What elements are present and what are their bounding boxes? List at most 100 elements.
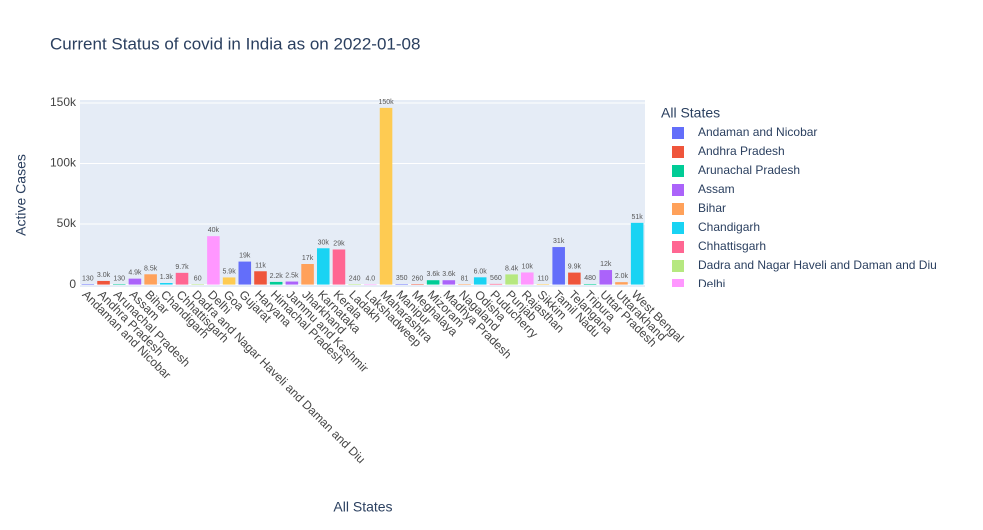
- legend-label: Dadra and Nagar Haveli and Daman and Diu: [698, 258, 937, 272]
- value-label: 110: [537, 275, 548, 282]
- legend-label: Jammu and Kashmir: [698, 372, 808, 386]
- bar: [411, 284, 424, 285]
- legend-swatch: [672, 146, 684, 158]
- bar: [285, 281, 299, 285]
- legend-swatch: [672, 260, 684, 272]
- value-label: 260: [412, 275, 424, 282]
- legend-swatch: [672, 393, 684, 405]
- value-label: 8.5k: [144, 265, 158, 272]
- value-label: 130: [113, 275, 125, 282]
- bar: [395, 284, 409, 285]
- value-label: 81: [461, 275, 469, 282]
- bar: [175, 272, 189, 285]
- bar: [316, 248, 330, 285]
- value-label: 31k: [553, 238, 565, 245]
- value-label: 350: [396, 275, 408, 282]
- legend-label: Andaman and Nicobar: [698, 125, 817, 139]
- x-axis-title: All States: [333, 499, 392, 515]
- bar: [254, 271, 267, 285]
- legend: Andaman and Nicobar Andhra Pradesh Arunach…: [672, 125, 937, 519]
- legend-swatch: [672, 298, 684, 310]
- bar: [630, 222, 644, 285]
- legend-swatch: [672, 431, 684, 443]
- legend-label: Himachal Pradesh: [698, 353, 796, 367]
- legend-swatch: [672, 450, 684, 462]
- value-label: 3.6k: [427, 271, 441, 278]
- bar: [128, 278, 142, 285]
- bar: [207, 236, 220, 285]
- bar: [222, 277, 236, 285]
- legend-label: Andhra Pradesh: [698, 144, 785, 158]
- bar: [473, 277, 487, 285]
- legend-swatch: [672, 279, 684, 287]
- bar: [301, 264, 314, 285]
- y-tick-label: 50k: [57, 216, 77, 230]
- value-label: 6.0k: [474, 268, 488, 275]
- legend-swatch: [672, 165, 684, 177]
- value-label: 2.2k: [270, 273, 284, 280]
- bar: [269, 281, 283, 285]
- bar: [505, 274, 518, 285]
- plot-area: [80, 100, 645, 287]
- legend-label: Delhi: [698, 277, 725, 291]
- legend-label: Maharashtra: [698, 486, 766, 500]
- bar: [97, 280, 110, 285]
- bar: [379, 107, 393, 285]
- legend-swatch: [672, 222, 684, 234]
- legend-swatch: [672, 507, 684, 519]
- value-label: 12k: [600, 261, 612, 268]
- bar: [112, 284, 126, 285]
- bar: [615, 282, 628, 285]
- bar: [536, 284, 550, 285]
- bar: [426, 280, 440, 285]
- value-label: 30k: [318, 239, 330, 246]
- bar: [552, 247, 565, 285]
- legend-label: Chandigarh: [698, 220, 760, 234]
- value-label: 480: [584, 275, 596, 282]
- value-label: 8.4k: [505, 265, 519, 272]
- bar: [191, 284, 204, 286]
- value-label: 3.0k: [97, 272, 111, 279]
- bar: [238, 261, 252, 285]
- bar: [599, 270, 613, 285]
- value-label: 29k: [333, 240, 345, 247]
- legend-label: Goa: [698, 296, 721, 310]
- y-tick-label: 150k: [50, 95, 77, 109]
- value-label: 51k: [632, 214, 644, 221]
- value-label: 9.9k: [568, 264, 582, 271]
- legend-label: Arunachal Pradesh: [698, 163, 800, 177]
- legend-label: Kerala: [698, 429, 733, 443]
- legend-label: Assam: [698, 182, 735, 196]
- chart-title: Current Status of covid in India as on 2…: [50, 34, 420, 53]
- legend-label: Haryana: [698, 334, 744, 348]
- bar: [160, 283, 173, 285]
- value-label: 17k: [302, 255, 314, 262]
- legend-label: Jharkhand: [698, 391, 754, 405]
- bar: [332, 249, 346, 285]
- value-label: 3.6k: [442, 271, 456, 278]
- legend-swatch: [672, 374, 684, 386]
- legend-title: All States: [661, 105, 720, 121]
- value-label: 150k: [378, 99, 394, 106]
- value-label: 4.9k: [128, 270, 142, 277]
- value-label: 240: [349, 275, 361, 282]
- value-label: 40k: [208, 227, 220, 234]
- value-label: 11k: [255, 262, 266, 269]
- value-label: 19k: [239, 253, 251, 260]
- bar: [568, 272, 581, 285]
- value-label: 1.3k: [160, 274, 174, 281]
- legend-swatch: [672, 412, 684, 424]
- legend-swatch: [672, 203, 684, 215]
- legend-swatch: [672, 488, 684, 500]
- legend-label: Manipur: [698, 505, 741, 519]
- value-label: 4.0: [365, 276, 375, 283]
- legend-swatch: [672, 184, 684, 196]
- value-label: 60: [194, 276, 202, 283]
- y-tick-label: 0: [69, 277, 76, 291]
- bar: [364, 284, 377, 286]
- legend-label: Karnataka: [698, 410, 753, 424]
- y-tick-label: 100k: [50, 156, 77, 170]
- bar: [348, 284, 361, 285]
- value-label: 2.0k: [615, 273, 629, 280]
